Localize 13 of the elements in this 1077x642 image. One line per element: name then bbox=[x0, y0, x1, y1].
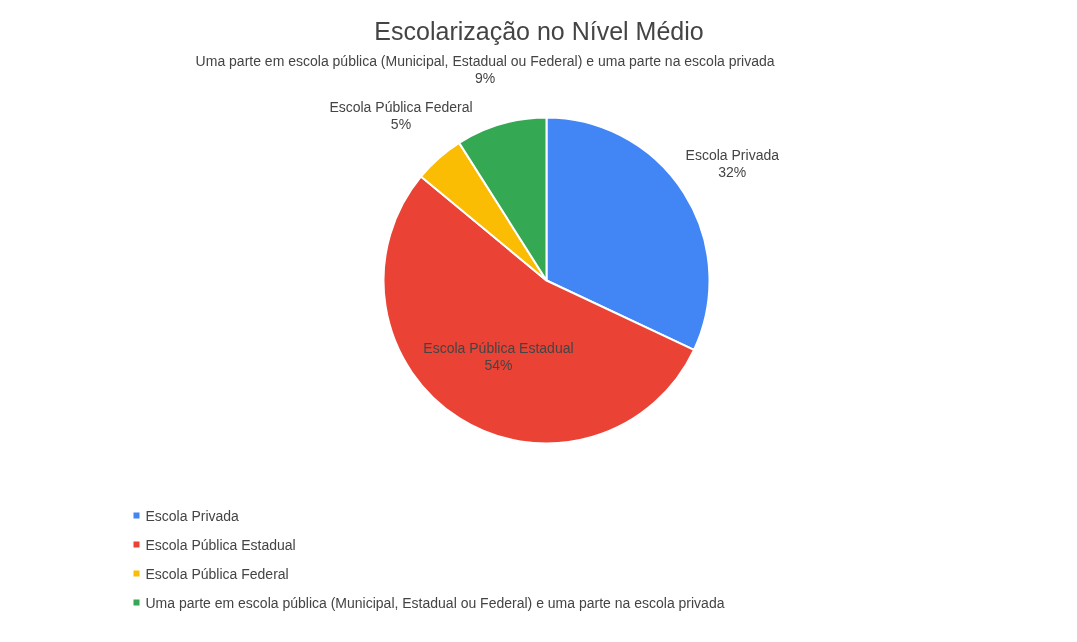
slice-label: Escola Privada bbox=[685, 146, 780, 163]
slice-label: Escola Pública Federal bbox=[329, 99, 473, 116]
data-label: 9% bbox=[474, 70, 496, 87]
data-label: 54% bbox=[484, 357, 513, 374]
legend-label: Escola Privada bbox=[145, 507, 240, 524]
data-label: 32% bbox=[718, 163, 747, 180]
legend-label: Uma parte em escola pública (Municipal, Estadual ou Federal) e uma parte na escola privada bbox=[145, 594, 725, 611]
chart-title: Escolarização no Nível Médio bbox=[374, 16, 704, 45]
slice-label: Escola Pública Estadual bbox=[423, 340, 574, 357]
legend-label: Escola Pública Estadual bbox=[145, 536, 296, 553]
slice-label: Uma parte em escola pública (Municipal, Estadual ou Federal) e uma parte na escola privada bbox=[195, 53, 775, 70]
data-label: 5% bbox=[390, 116, 412, 133]
legend-label: Escola Pública Federal bbox=[145, 565, 289, 582]
